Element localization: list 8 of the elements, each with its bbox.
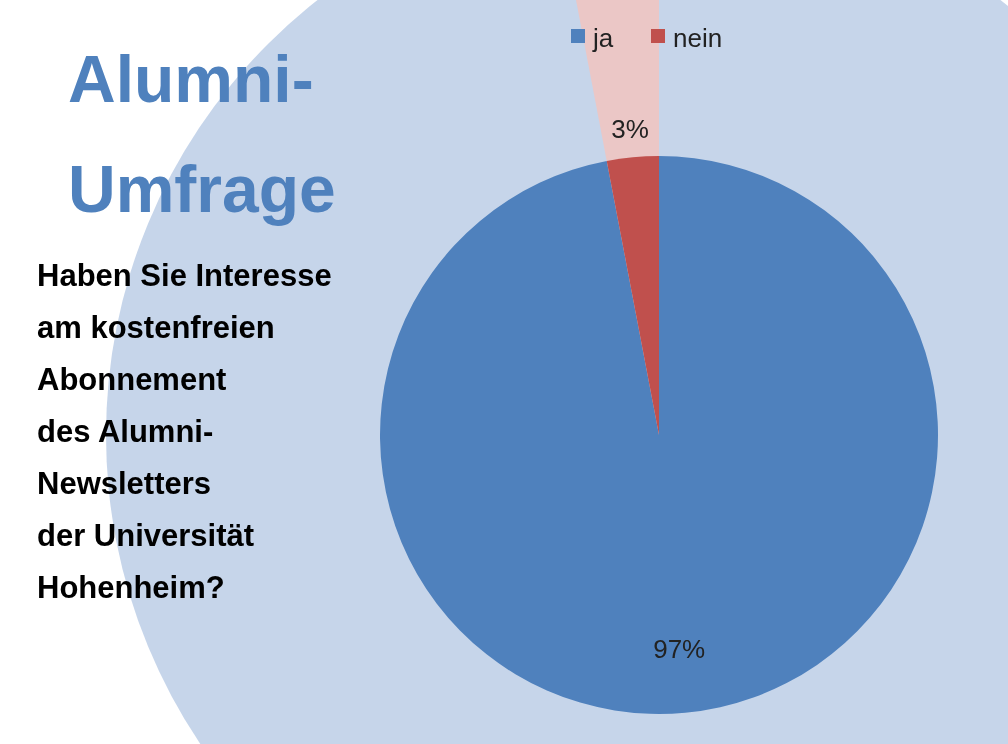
data-label: 97% — [653, 633, 706, 664]
pie-slice — [380, 156, 938, 714]
text: Alumni-Umfrage — [68, 42, 336, 226]
text: Haben Sie Interesse am kostenfreien Abonnement des Alumni- Newsletters der Universität Hohenheim? — [37, 258, 332, 605]
data-label: 3% — [611, 114, 649, 145]
legend-label: nein — [673, 23, 723, 53]
pie-slice — [606, 156, 659, 435]
legend-label: ja — [592, 23, 614, 53]
